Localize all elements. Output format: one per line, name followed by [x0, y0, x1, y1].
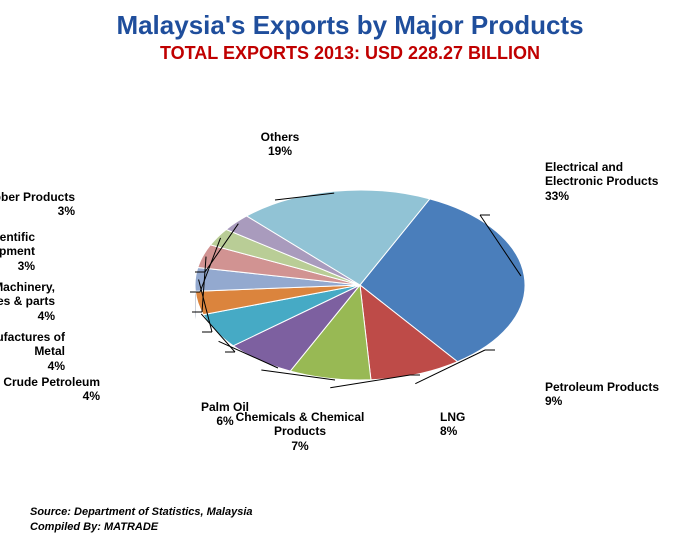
chart-title: Malaysia's Exports by Major Products	[0, 10, 700, 41]
slice-label: Rubber Products3%	[0, 190, 75, 219]
slice-label: LNG8%	[440, 410, 465, 439]
slice-label: Electrical andElectronic Products33%	[545, 160, 658, 203]
slice-label: Palm Oil6%	[201, 400, 249, 429]
pie-chart: Electrical andElectronic Products33% Petr…	[0, 100, 700, 480]
slice-label: Others19%	[261, 130, 300, 159]
slice-label: Manufactures ofMetal4%	[0, 330, 65, 373]
slice-label: Optical & ScientificEquipment3%	[0, 230, 35, 273]
slice-label: Petroleum Products9%	[545, 380, 659, 409]
chart-subtitle: TOTAL EXPORTS 2013: USD 228.27 BILLION	[0, 43, 700, 64]
source-line-2: Compiled By: MATRADE	[30, 520, 253, 534]
slice-label: Machinery,appliances & parts4%	[0, 280, 55, 323]
slice-label: Crude Petroleum4%	[3, 375, 100, 404]
slice-label: Chemicals & ChemicalProducts7%	[236, 410, 365, 453]
source-text: Source: Department of Statistics, Malays…	[30, 505, 253, 534]
source-line-1: Source: Department of Statistics, Malays…	[30, 505, 253, 519]
